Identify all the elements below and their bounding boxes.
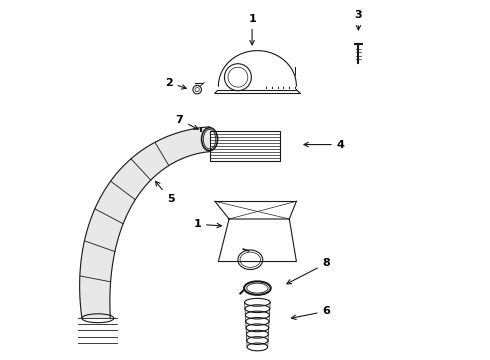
Text: 2: 2 [165, 77, 186, 89]
Text: 7: 7 [175, 115, 198, 129]
FancyBboxPatch shape [210, 131, 280, 161]
Text: 1: 1 [248, 14, 256, 45]
Polygon shape [219, 219, 296, 261]
Text: 6: 6 [292, 306, 330, 319]
Text: 5: 5 [155, 181, 174, 204]
Text: 1: 1 [193, 219, 221, 229]
Text: 8: 8 [287, 258, 330, 284]
Text: 3: 3 [355, 10, 362, 30]
Polygon shape [80, 127, 210, 318]
Polygon shape [219, 51, 296, 90]
Text: 4: 4 [304, 140, 344, 149]
